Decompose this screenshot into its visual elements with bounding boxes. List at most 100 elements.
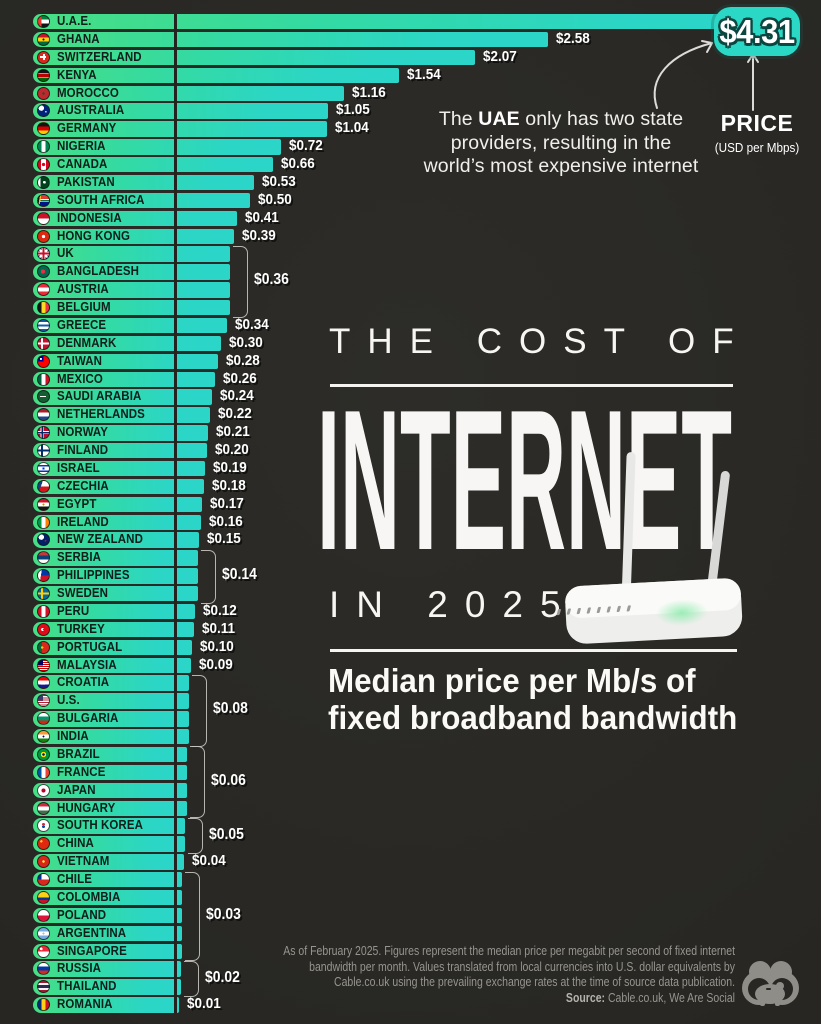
label-bar-divider	[174, 14, 177, 1013]
country-bar	[33, 943, 183, 959]
flag-icon	[37, 515, 50, 529]
bar-row: BRAZIL	[33, 746, 427, 763]
flag-icon	[37, 318, 50, 332]
bar-row: CZECHIA $0.18	[33, 477, 444, 495]
country-label: NORWAY	[57, 425, 109, 440]
bar-row: BULGARIA	[33, 711, 429, 727]
country-label: BRAZIL	[57, 746, 100, 761]
country-label: PORTUGAL	[57, 639, 123, 654]
flag-icon	[37, 426, 50, 440]
bar-row: PAKISTAN $0.53	[33, 172, 494, 191]
value-label: $0.19	[213, 458, 248, 476]
value-label: $0.11	[201, 619, 235, 637]
value-label: $0.21	[216, 423, 250, 441]
bar-row: EGYPT $0.17	[33, 494, 442, 513]
flag-icon	[37, 265, 50, 279]
country-bar	[33, 192, 250, 209]
value-label: $0.17	[210, 494, 245, 512]
bar-row: SWITZERLAND $2.07	[33, 47, 715, 66]
country-bar	[33, 174, 254, 191]
router-antenna-left	[621, 452, 636, 593]
country-label: NETHERLANDS	[57, 407, 145, 422]
country-label: CHINA	[57, 836, 94, 851]
bar-row: BANGLADESH	[33, 264, 470, 280]
bar-row: SERBIA	[33, 550, 438, 566]
country-label: FINLAND	[57, 443, 109, 457]
bar-row: KENYA $1.54	[33, 65, 639, 84]
country-bar	[33, 335, 221, 352]
country-bar	[33, 979, 181, 995]
country-bar	[33, 907, 183, 924]
country-bar	[33, 496, 203, 513]
country-label: JAPAN	[57, 782, 96, 797]
value-label: $0.26	[223, 369, 258, 387]
group-bracket	[183, 960, 199, 998]
country-bar	[33, 961, 181, 977]
country-label: TURKEY	[57, 621, 105, 636]
flag-icon	[37, 229, 50, 243]
country-label: SERBIA	[57, 550, 102, 565]
main-title: INTERNET	[317, 400, 732, 556]
bar-row: INDONESIA $0.41	[33, 209, 477, 227]
max-price-badge: $4.31	[714, 7, 800, 56]
bar-row: PORTUGAL $0.10	[33, 637, 432, 656]
country-bar	[33, 568, 199, 584]
value-label: $1.54	[406, 65, 441, 83]
country-label: SWITZERLAND	[57, 49, 142, 64]
bar-row: CHINA	[33, 836, 425, 852]
bar-row: NORWAY $0.21	[33, 423, 448, 441]
value-label: $0.12	[203, 601, 237, 619]
country-label: PERU	[57, 603, 90, 618]
country-label: GHANA	[57, 31, 100, 46]
price-legend-title: PRICE	[720, 110, 794, 136]
bar-row: AUSTRIA	[33, 282, 470, 298]
country-bar	[33, 800, 187, 816]
country-bar	[33, 621, 194, 638]
flag-icon	[37, 140, 50, 154]
group-value-label: $0.36	[253, 271, 289, 289]
flag-icon	[37, 32, 50, 46]
bar-row: CROATIA	[33, 675, 429, 691]
country-bar	[33, 371, 216, 387]
uae-annotation: The UAE only has two state providers, re…	[423, 108, 699, 179]
country-bar	[33, 67, 399, 84]
bar-row: GERMANY $1.04	[33, 120, 567, 137]
value-label: $2.58	[555, 29, 590, 47]
value-label: $1.05	[336, 101, 371, 119]
country-label: U.S.	[57, 693, 80, 708]
bar-row: AUSTRALIA $1.05	[33, 101, 568, 119]
flag-icon	[37, 962, 50, 976]
country-label: MOROCCO	[57, 85, 119, 100]
value-label: $0.10	[200, 637, 235, 655]
bar-row: TAIWAN $0.28	[33, 352, 458, 370]
flag-icon	[37, 408, 50, 422]
bar-row: NEW ZEALAND $0.15	[33, 531, 439, 548]
bar-row: SAUDI ARABIA $0.24	[33, 388, 452, 405]
value-label: $0.53	[261, 172, 296, 190]
value-label: $2.07	[482, 47, 517, 65]
bar-row: SINGAPORE	[33, 943, 422, 959]
subtitle-line2: fixed broadband bandwidth	[328, 699, 738, 736]
router-illustration-icon	[556, 452, 743, 644]
bar-row: SWEDEN	[33, 586, 438, 602]
country-label: CHILE	[57, 872, 92, 886]
flag-icon	[37, 998, 50, 1012]
bar-row: U.A.E.	[33, 14, 821, 30]
country-bar	[33, 586, 199, 602]
straight-arrow	[747, 53, 759, 111]
country-bar	[33, 31, 548, 48]
flag-icon	[37, 533, 50, 547]
flag-icon	[37, 175, 50, 189]
country-bar	[33, 228, 234, 244]
country-bar	[33, 854, 184, 870]
flag-icon	[37, 765, 50, 779]
country-bar	[33, 85, 345, 101]
value-label: $0.30	[228, 333, 263, 351]
flag-icon	[37, 747, 50, 761]
bar-row: MEXICO $0.26	[33, 369, 455, 387]
country-bar	[33, 872, 183, 888]
country-label: POLAND	[57, 907, 107, 922]
value-label: $0.16	[208, 512, 243, 530]
title-kicker: THE COST OF	[329, 322, 751, 361]
